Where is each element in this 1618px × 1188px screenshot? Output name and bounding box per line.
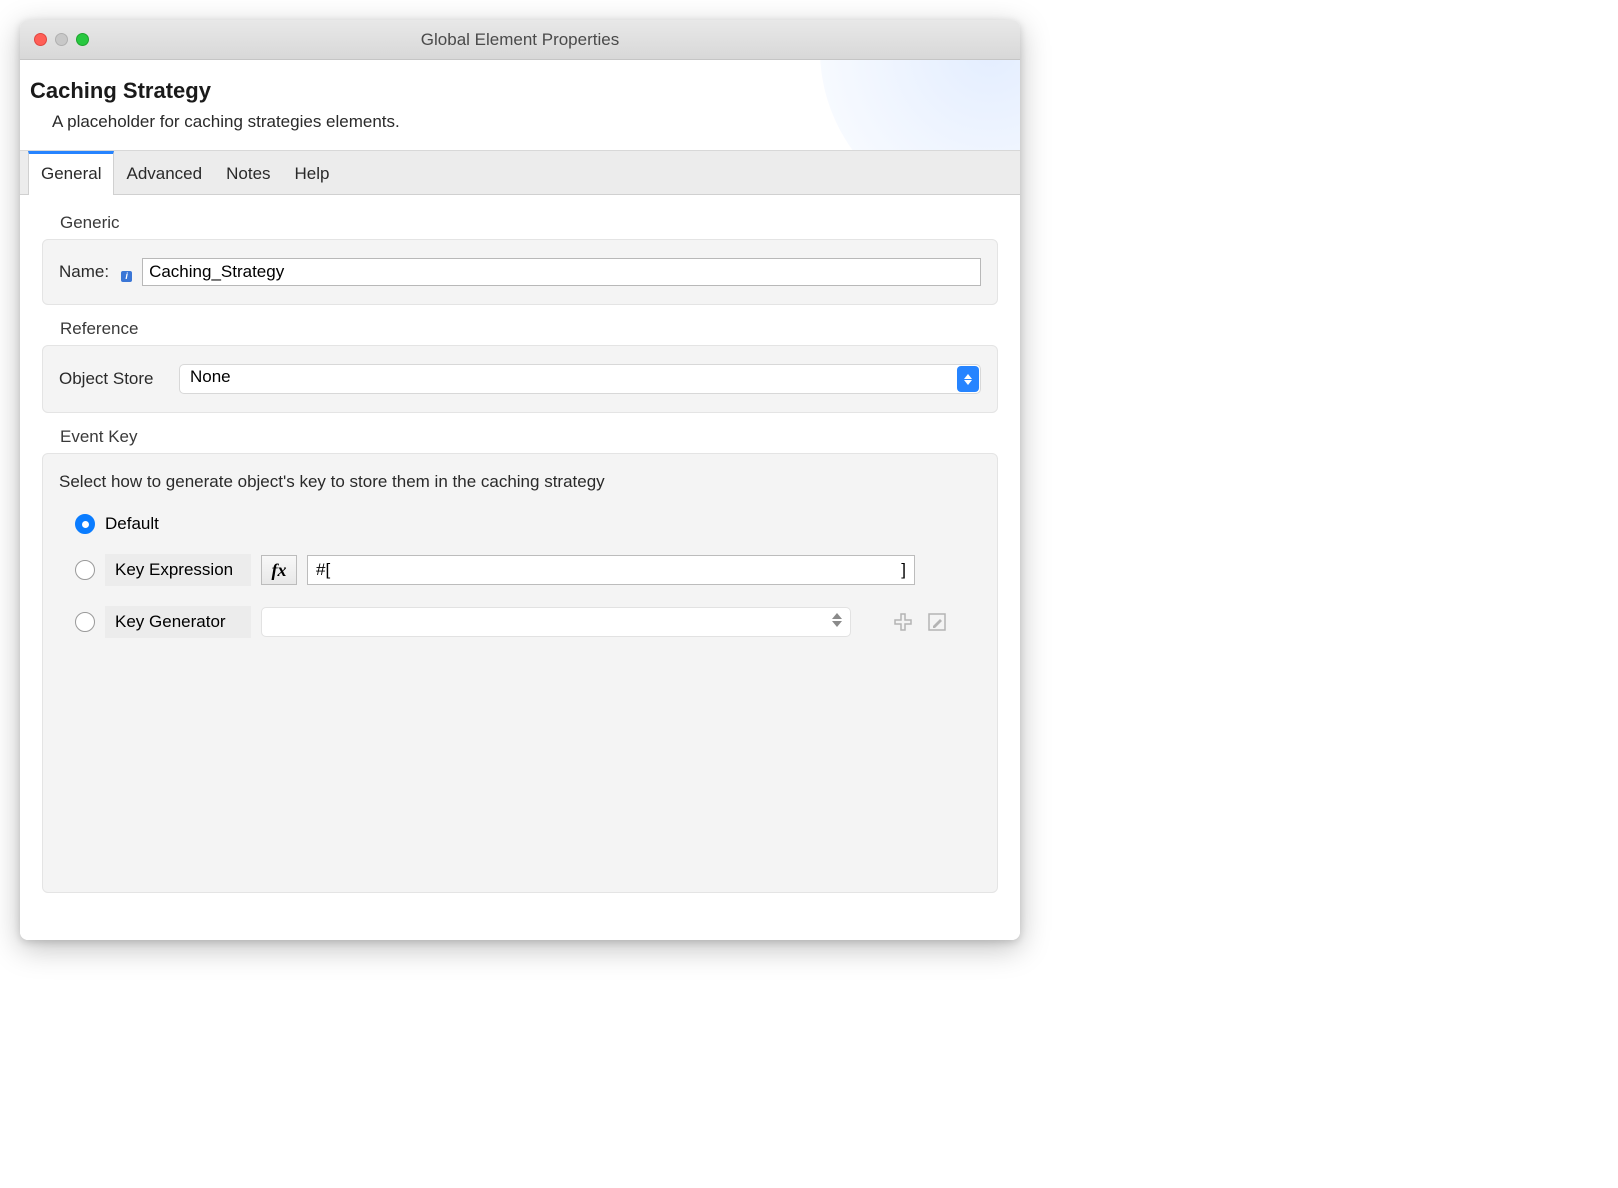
reference-legend: Reference [60, 319, 998, 339]
dialog-window: Global Element Properties Caching Strate… [20, 20, 1020, 940]
expression-prefix: #[ [316, 560, 330, 580]
expression-input[interactable]: #[ ] [307, 555, 915, 585]
event-key-legend: Event Key [60, 427, 998, 447]
name-input[interactable] [142, 258, 981, 286]
plus-icon [893, 612, 913, 632]
radio-row-default: Default [59, 514, 981, 534]
name-label: Name: [59, 262, 109, 282]
event-key-group: Select how to generate object's key to s… [42, 453, 998, 893]
tab-advanced[interactable]: Advanced [114, 151, 214, 194]
window-title: Global Element Properties [20, 30, 1020, 50]
tab-general[interactable]: General [28, 151, 114, 195]
radio-expression[interactable] [75, 560, 95, 580]
fx-icon: fx [272, 560, 287, 581]
fx-button[interactable]: fx [261, 555, 297, 585]
object-store-select[interactable]: None [179, 364, 981, 394]
page-description: A placeholder for caching strategies ele… [30, 112, 1010, 132]
object-store-value: None [190, 367, 231, 386]
maximize-button[interactable] [76, 33, 89, 46]
tab-notes[interactable]: Notes [214, 151, 282, 194]
titlebar: Global Element Properties [20, 20, 1020, 60]
object-store-label: Object Store [59, 369, 169, 389]
generic-group: Name: i [42, 239, 998, 305]
generic-legend: Generic [60, 213, 998, 233]
page-title: Caching Strategy [30, 78, 1010, 104]
dialog-header: Caching Strategy A placeholder for cachi… [20, 60, 1020, 151]
tab-help[interactable]: Help [283, 151, 342, 194]
close-button[interactable] [34, 33, 47, 46]
generator-select[interactable] [261, 607, 851, 637]
event-key-description: Select how to generate object's key to s… [59, 472, 981, 492]
edit-icon [927, 612, 947, 632]
tab-bar: General Advanced Notes Help [20, 151, 1020, 195]
minimize-button[interactable] [55, 33, 68, 46]
radio-row-expression: Key Expression fx #[ ] [59, 554, 981, 586]
radio-default[interactable] [75, 514, 95, 534]
object-store-select-wrap: None [179, 364, 981, 394]
expression-suffix: ] [901, 560, 906, 580]
tab-content: Generic Name: i Reference Object Store N… [20, 195, 1020, 940]
radio-default-label: Default [105, 514, 251, 534]
chevron-updown-icon [832, 613, 842, 627]
radio-generator[interactable] [75, 612, 95, 632]
add-button[interactable] [891, 610, 915, 634]
radio-expression-label: Key Expression [105, 554, 251, 586]
radio-generator-label: Key Generator [105, 606, 251, 638]
info-icon[interactable]: i [121, 271, 132, 282]
reference-group: Object Store None [42, 345, 998, 413]
edit-button[interactable] [925, 610, 949, 634]
window-controls [20, 33, 89, 46]
radio-row-generator: Key Generator [59, 606, 981, 638]
